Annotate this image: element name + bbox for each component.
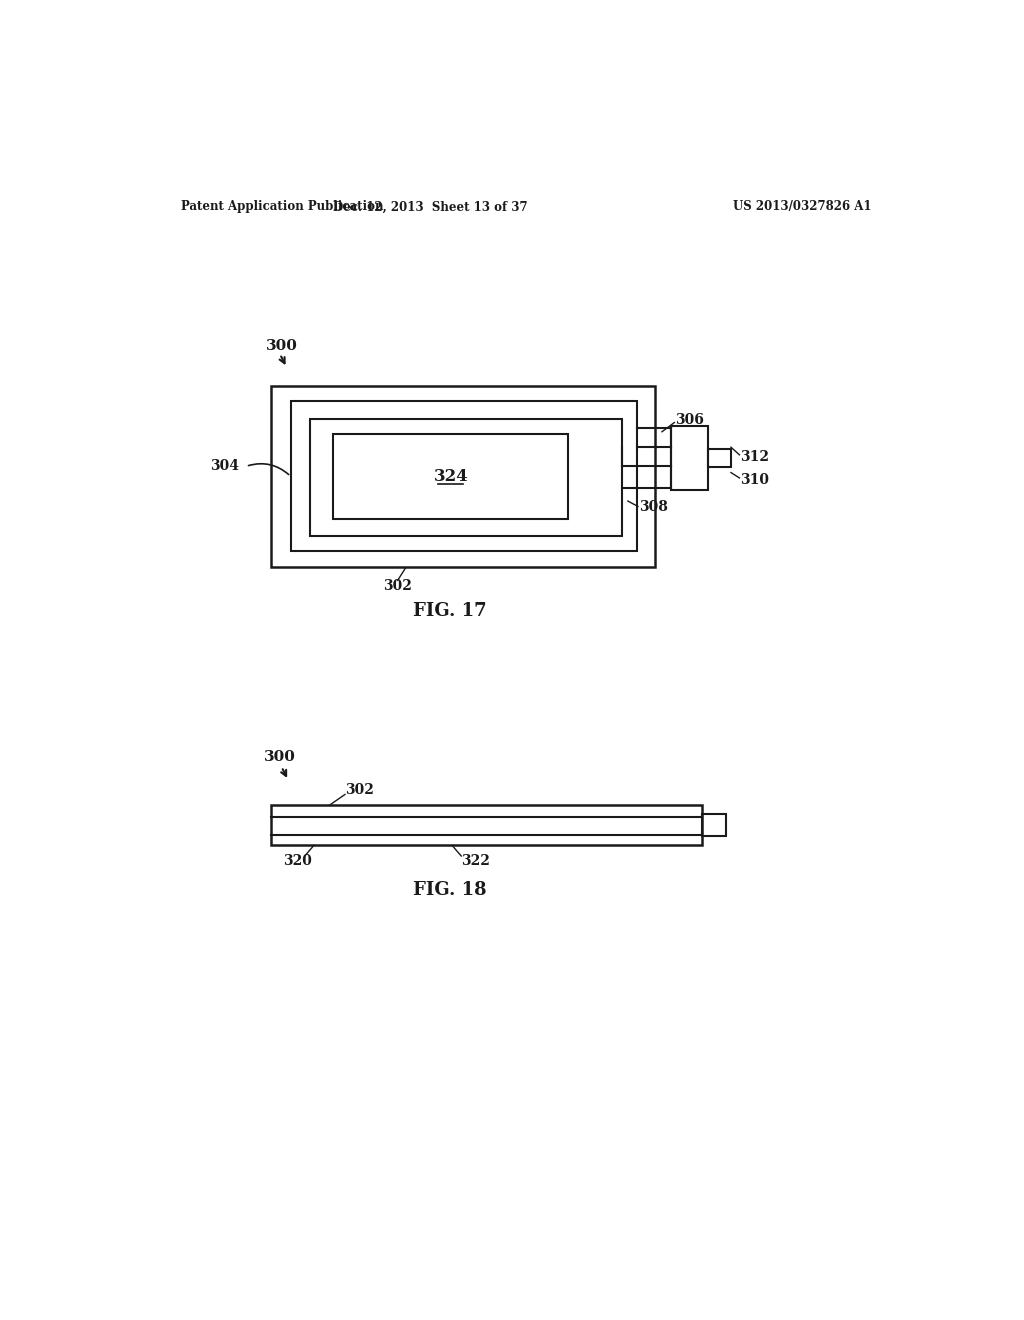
Bar <box>271 805 701 845</box>
Text: US 2013/0327826 A1: US 2013/0327826 A1 <box>733 201 871 214</box>
Text: 302: 302 <box>345 783 374 797</box>
Bar <box>271 385 655 566</box>
Text: 300: 300 <box>266 338 298 352</box>
Text: 310: 310 <box>740 474 769 487</box>
Bar <box>334 434 568 519</box>
Text: FIG. 17: FIG. 17 <box>413 602 486 620</box>
Text: 308: 308 <box>640 500 669 515</box>
Bar <box>291 401 637 552</box>
Text: 306: 306 <box>675 413 705 428</box>
Text: Patent Application Publication: Patent Application Publication <box>180 201 383 214</box>
Text: FIG. 18: FIG. 18 <box>413 880 486 899</box>
Text: 302: 302 <box>383 578 412 593</box>
Text: 324: 324 <box>433 467 468 484</box>
Text: 322: 322 <box>461 854 490 867</box>
Text: 300: 300 <box>264 751 296 764</box>
Text: Dec. 12, 2013  Sheet 13 of 37: Dec. 12, 2013 Sheet 13 of 37 <box>333 201 527 214</box>
Bar <box>701 814 726 836</box>
Text: 312: 312 <box>740 450 769 465</box>
Text: 320: 320 <box>283 854 312 867</box>
Bar <box>310 418 623 536</box>
Bar <box>708 449 731 467</box>
Text: 304: 304 <box>210 459 239 474</box>
Bar <box>671 426 708 490</box>
